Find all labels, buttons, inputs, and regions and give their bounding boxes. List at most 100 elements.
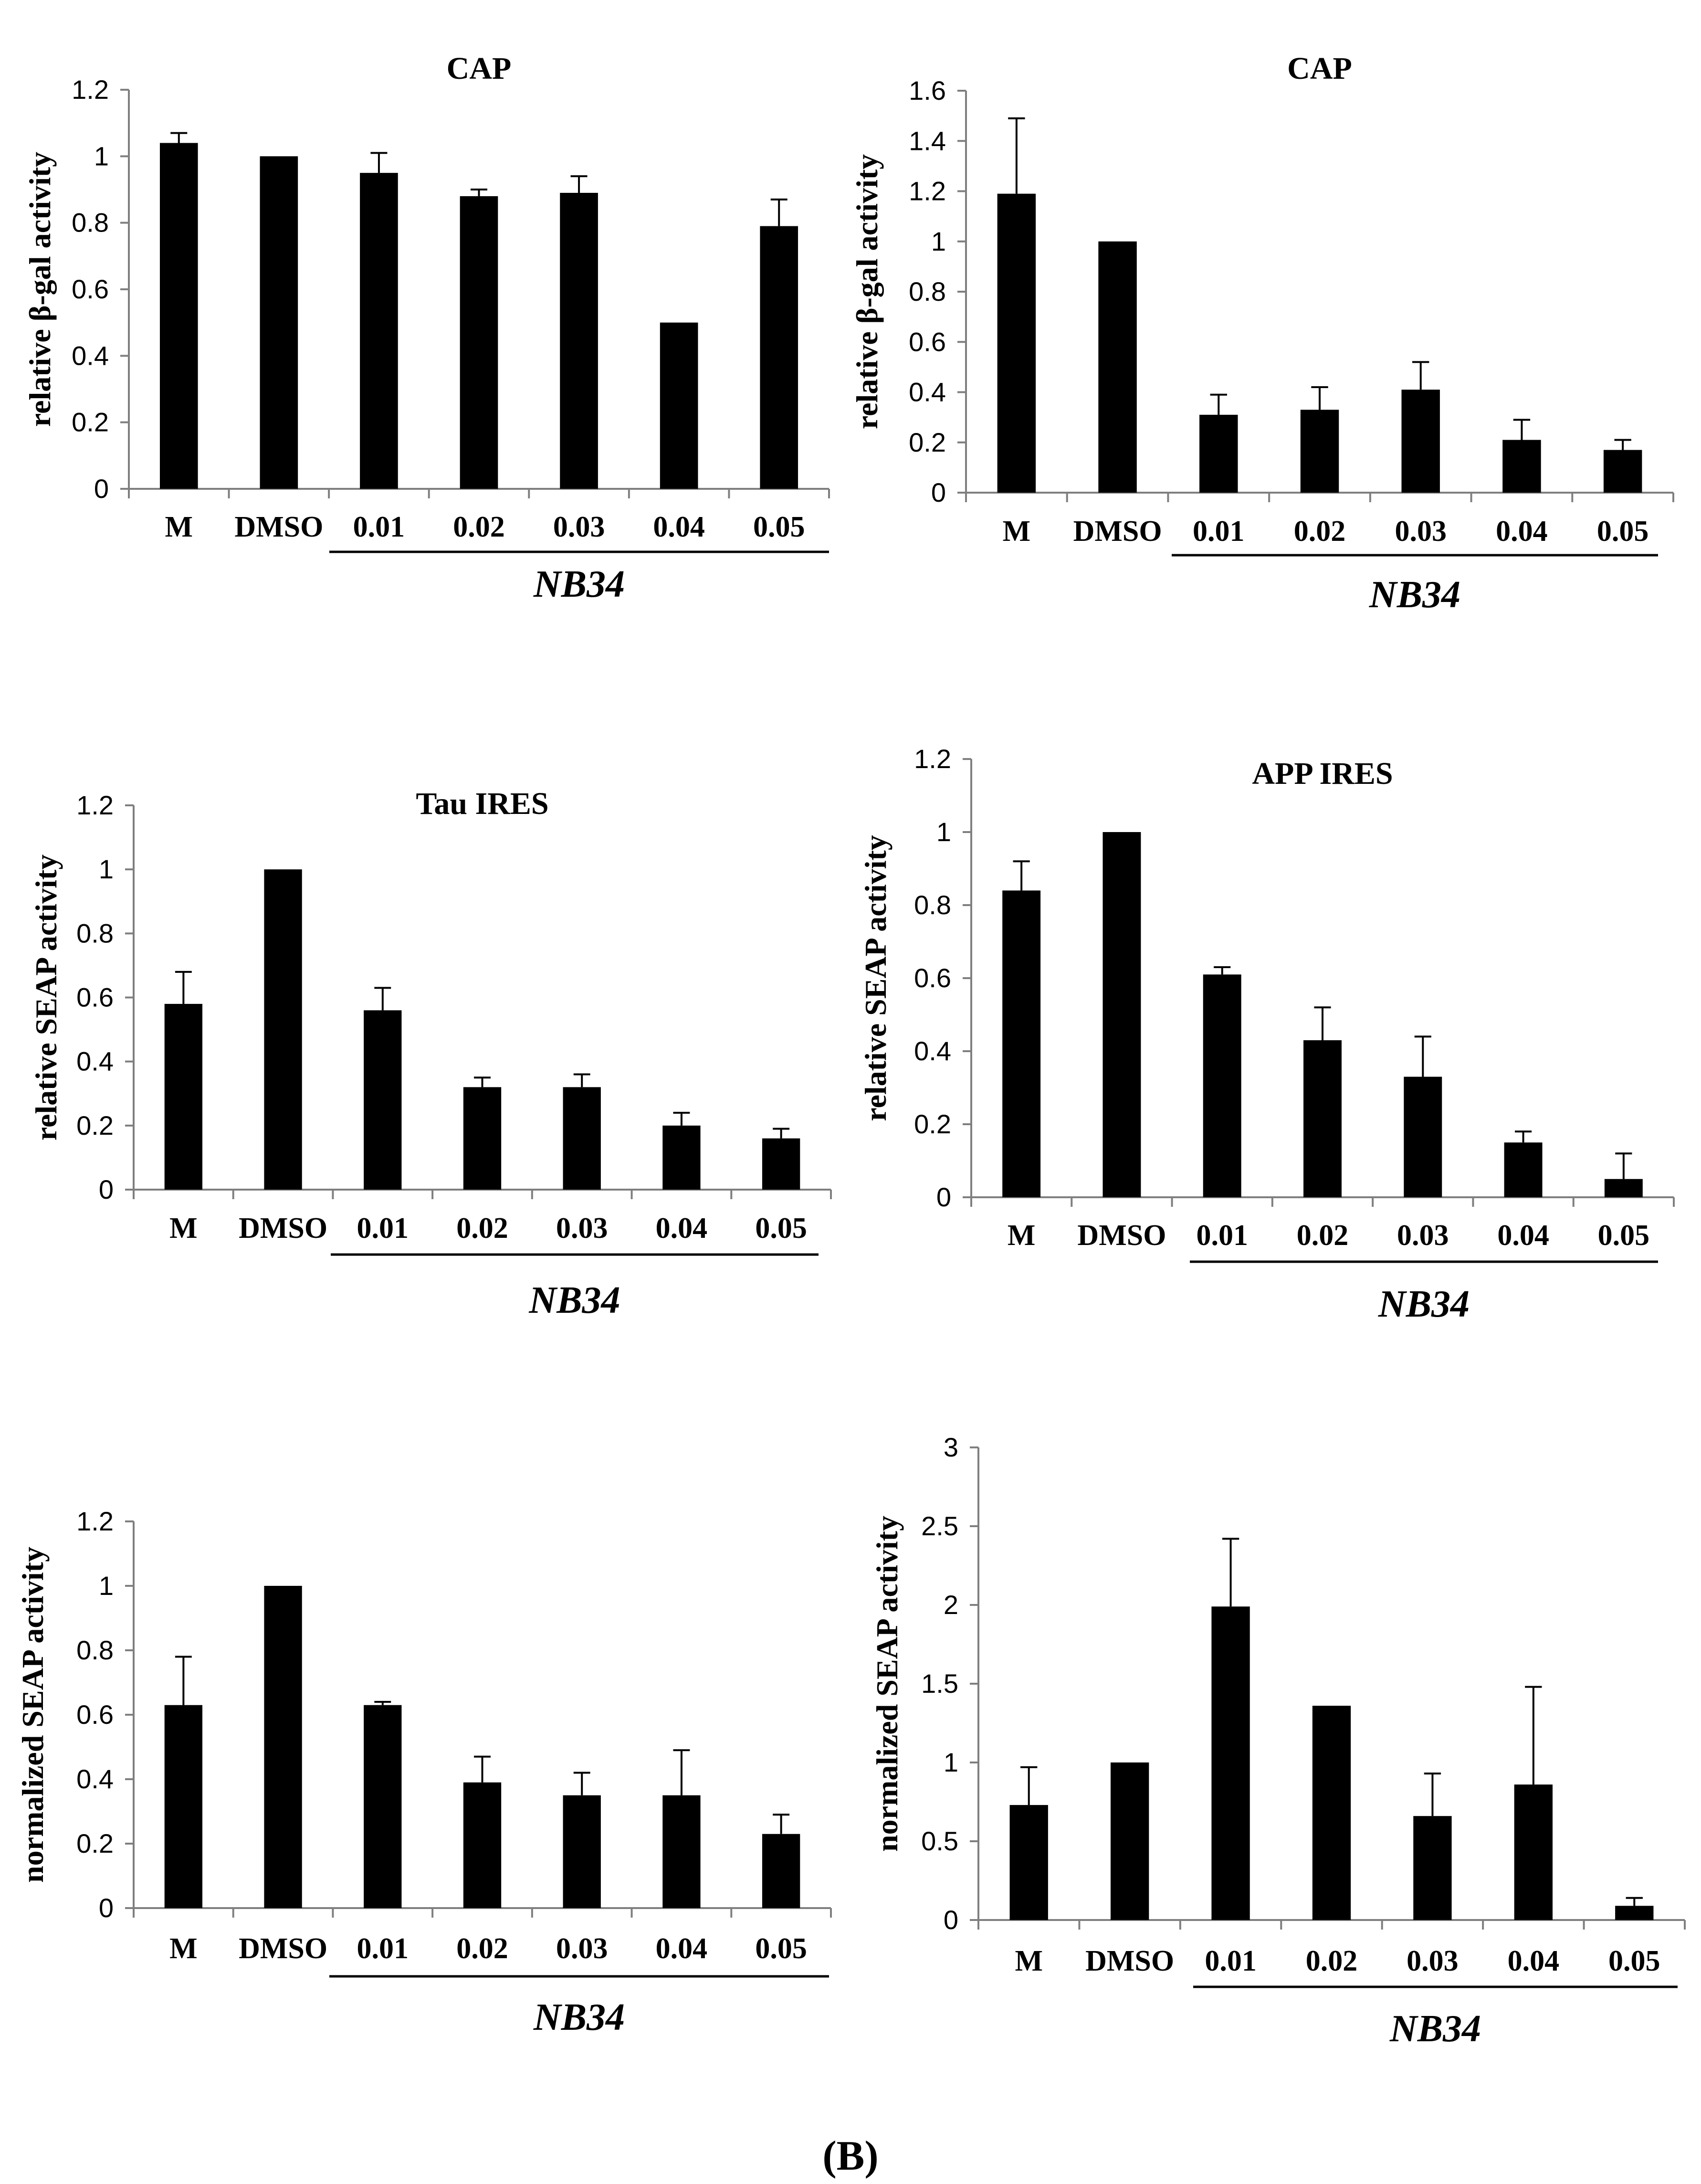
y-tick-label: 1 bbox=[99, 854, 114, 884]
y-axis-label: normalized SEAP activity bbox=[16, 1547, 50, 1883]
bar bbox=[1404, 1076, 1442, 1197]
y-tick-label: 1 bbox=[931, 226, 946, 256]
y-tick-label: 1.2 bbox=[72, 74, 109, 105]
y-tick-label: 0.6 bbox=[76, 982, 114, 1013]
chart-title: CAP bbox=[1287, 51, 1352, 86]
bar bbox=[762, 1138, 800, 1190]
bar bbox=[1604, 1179, 1643, 1197]
y-tick-label: 2 bbox=[944, 1590, 958, 1620]
x-tick-label: 0.03 bbox=[556, 1932, 608, 1965]
chart-title: Tau IRES bbox=[416, 786, 548, 821]
x-tick-label: 0.01 bbox=[357, 1932, 409, 1965]
x-tick-label: 0.02 bbox=[456, 1932, 508, 1965]
bar bbox=[1110, 1762, 1149, 1920]
chart-panel-normalized-1: 0 0.2 0.4 0.6 0.8 1 1.2 M DMSO 0.01 0.02 0.03 0.04 0.… bbox=[16, 1506, 832, 2038]
group-label: NB34 bbox=[1369, 574, 1460, 616]
x-tick-label: 0.01 bbox=[1196, 1219, 1248, 1252]
x-tick-label: DMSO bbox=[1085, 1945, 1174, 1977]
y-tick-label: 0.6 bbox=[909, 327, 946, 357]
y-tick-label: 0.6 bbox=[914, 963, 951, 993]
bar bbox=[164, 1003, 203, 1190]
bar bbox=[563, 1087, 601, 1190]
x-tick-label: 0.02 bbox=[1306, 1945, 1358, 1977]
bar bbox=[1413, 1816, 1452, 1920]
x-tick-label: M bbox=[169, 1932, 198, 1965]
y-tick-label: 0 bbox=[99, 1893, 114, 1923]
chart-panel-normalized-2: 0 0.5 1 1.5 2 2.5 3 M DMSO 0.01 0.02 0.03 0.04 0.05 no… bbox=[870, 1432, 1686, 2050]
bar bbox=[164, 1705, 203, 1908]
group-label: NB34 bbox=[533, 1996, 625, 2038]
bar bbox=[1502, 440, 1541, 493]
y-tick-label: 0.4 bbox=[72, 340, 109, 370]
group-label: NB34 bbox=[528, 1279, 620, 1321]
bar bbox=[264, 1586, 302, 1908]
x-tick-label: 0.04 bbox=[1497, 1219, 1549, 1252]
y-tick-label: 0.2 bbox=[914, 1109, 951, 1139]
y-tick-label: 0.8 bbox=[909, 276, 946, 306]
x-tick-label: M bbox=[165, 511, 193, 543]
bar bbox=[1514, 1784, 1553, 1920]
y-tick-label: 0.8 bbox=[76, 1635, 114, 1665]
y-axis-label: relative SEAP activity bbox=[859, 835, 892, 1121]
x-tick-label: 0.04 bbox=[656, 1932, 708, 1965]
x-tick-label: 0.01 bbox=[353, 511, 405, 543]
y-tick-label: 1.2 bbox=[76, 790, 114, 820]
y-tick-label: 0.2 bbox=[72, 407, 109, 437]
x-tick-label: 0.05 bbox=[755, 1212, 807, 1245]
bar bbox=[1303, 1040, 1342, 1197]
y-tick-label: 1.6 bbox=[909, 75, 946, 106]
x-tick-label: M bbox=[1008, 1219, 1036, 1252]
bar bbox=[1098, 241, 1137, 493]
y-tick-label: 1 bbox=[936, 817, 951, 847]
bar bbox=[1312, 1706, 1351, 1920]
chart-panel-cap-2: 0 0.2 0.4 0.6 0.8 1 1.2 1.4 1.6 M DMSO 0.01 0.02 0.03… bbox=[850, 51, 1674, 616]
x-tick-label: 0.04 bbox=[656, 1212, 708, 1245]
bar bbox=[260, 156, 298, 489]
y-tick-label: 0 bbox=[99, 1174, 114, 1204]
y-tick-label: 0.8 bbox=[72, 208, 109, 238]
y-tick-label: 0 bbox=[936, 1182, 951, 1212]
chart-title: APP IRES bbox=[1252, 756, 1393, 791]
bar bbox=[1504, 1142, 1543, 1197]
y-tick-label: 0.2 bbox=[76, 1110, 114, 1140]
bar bbox=[463, 1782, 502, 1908]
bar bbox=[1002, 890, 1041, 1197]
x-tick-label: M bbox=[1003, 515, 1031, 548]
x-tick-label: 0.03 bbox=[556, 1212, 608, 1245]
x-tick-label: 0.01 bbox=[1205, 1945, 1257, 1977]
bar bbox=[662, 1795, 701, 1908]
y-tick-label: 1 bbox=[944, 1747, 958, 1777]
bar bbox=[1211, 1606, 1250, 1920]
x-tick-label: 0.03 bbox=[1397, 1219, 1449, 1252]
bar bbox=[563, 1795, 601, 1908]
bar bbox=[1401, 390, 1440, 493]
bar bbox=[264, 869, 302, 1190]
bar bbox=[997, 193, 1036, 493]
chart-panel-tau-ires: 0 0.2 0.4 0.6 0.8 1 1.2 M DMSO 0.01 0.02 0.03 0.04 0.… bbox=[29, 786, 832, 1321]
y-tick-label: 3 bbox=[944, 1432, 958, 1462]
bar bbox=[1199, 414, 1238, 493]
bar bbox=[1102, 832, 1141, 1197]
y-axis-label: relative β-gal activity bbox=[850, 154, 884, 429]
y-tick-label: 0.2 bbox=[76, 1828, 114, 1858]
x-tick-label: 0.05 bbox=[1608, 1945, 1660, 1977]
x-tick-label: DMSO bbox=[239, 1212, 327, 1245]
bar bbox=[660, 322, 698, 489]
bar bbox=[1603, 450, 1642, 493]
y-tick-label: 0 bbox=[94, 474, 109, 504]
x-tick-label: 0.05 bbox=[755, 1932, 807, 1965]
y-tick-label: 0.5 bbox=[921, 1826, 958, 1856]
y-tick-label: 1.2 bbox=[76, 1506, 114, 1536]
y-tick-label: 1.2 bbox=[914, 744, 951, 774]
x-tick-label: DMSO bbox=[239, 1932, 327, 1965]
bar bbox=[460, 196, 498, 489]
y-tick-label: 0.4 bbox=[909, 377, 946, 407]
group-label: NB34 bbox=[533, 563, 625, 605]
x-tick-label: 0.04 bbox=[1496, 515, 1548, 548]
x-tick-label: 0.01 bbox=[357, 1212, 409, 1245]
y-axis-label: normalized SEAP activity bbox=[870, 1516, 904, 1852]
bar bbox=[1300, 410, 1339, 493]
y-tick-label: 2.5 bbox=[921, 1511, 958, 1541]
chart-title: CAP bbox=[447, 51, 512, 86]
